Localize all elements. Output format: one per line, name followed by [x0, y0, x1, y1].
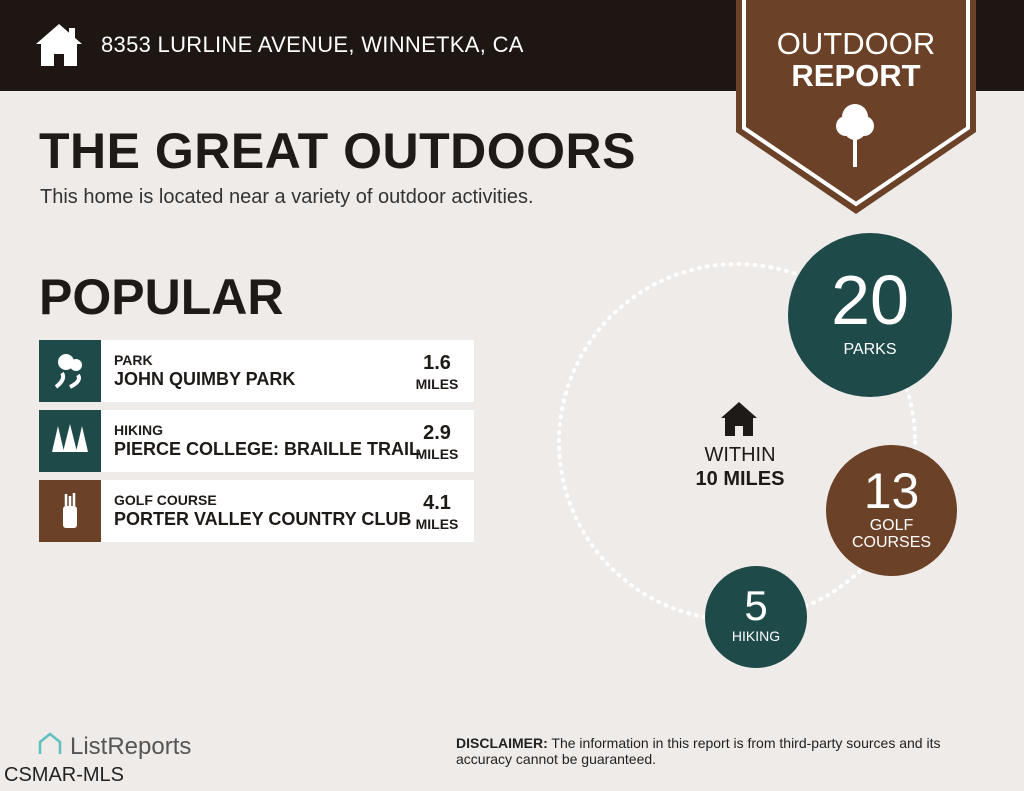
home-icon — [721, 402, 757, 436]
category: GOLF COURSE — [114, 492, 217, 508]
page-title: THE GREAT OUTDOORS — [39, 123, 636, 179]
parks-count-circle: 20 PARKS — [788, 233, 952, 397]
golf-count: 13 — [863, 463, 920, 519]
category: HIKING — [114, 422, 163, 438]
hiking-count: 5 — [744, 582, 768, 629]
golf-bag-icon — [39, 480, 101, 542]
distance: 4.1 — [423, 492, 451, 514]
logo-text: ListReports — [70, 733, 192, 760]
disclaimer: DISCLAIMER: The information in this repo… — [456, 735, 996, 767]
disclaimer-text: The information in this report is from t… — [456, 735, 941, 767]
list-item: PARK JOHN QUIMBY PARK 1.6 MILES — [39, 340, 474, 402]
place-name: PORTER VALLEY COUNTRY CLUB — [114, 509, 412, 529]
place-name: PIERCE COLLEGE: BRAILLE TRAIL — [114, 439, 420, 459]
section-title: POPULAR — [39, 269, 284, 325]
distance: 1.6 — [423, 352, 451, 374]
page-subtitle: This home is located near a variety of o… — [40, 186, 534, 208]
golf-label-1: GOLF — [869, 517, 914, 534]
golf-count-circle: 13 GOLF COURSES — [826, 445, 957, 576]
hiking-count-circle: 5 HIKING — [705, 566, 807, 668]
address: 8353 LURLINE AVENUE, WINNETKA, CA — [101, 32, 524, 57]
golf-label-2: COURSES — [851, 534, 932, 551]
home-icon — [36, 24, 82, 66]
list-item: HIKING PIERCE COLLEGE: BRAILLE TRAIL 2.9… — [39, 410, 474, 472]
category: PARK — [114, 352, 153, 368]
badge-title-line1: OUTDOOR — [776, 26, 936, 61]
parks-label: PARKS — [843, 341, 897, 358]
park-icon — [39, 340, 101, 402]
distance-unit: MILES — [415, 516, 459, 532]
within-text: WITHIN — [704, 444, 776, 466]
hiking-label: HIKING — [731, 628, 781, 644]
disclaimer-label: DISCLAIMER: — [456, 735, 548, 751]
parks-count: 20 — [831, 261, 909, 339]
badge-title-line2: REPORT — [791, 58, 921, 93]
outdoor-report-badge — [736, 0, 976, 214]
distance-unit: MILES — [415, 446, 459, 462]
list-item: GOLF COURSE PORTER VALLEY COUNTRY CLUB 4… — [39, 480, 474, 542]
place-name: JOHN QUIMBY PARK — [114, 369, 296, 389]
tree-icon — [836, 104, 874, 167]
within-distance: 10 MILES — [695, 468, 785, 490]
distance: 2.9 — [423, 422, 451, 444]
within-label: WITHIN 10 MILES — [680, 443, 800, 491]
mls-watermark: CSMAR-MLS — [4, 764, 125, 786]
pine-trees-icon — [39, 410, 101, 472]
distance-unit: MILES — [415, 376, 459, 392]
logo-house-icon — [38, 732, 62, 754]
